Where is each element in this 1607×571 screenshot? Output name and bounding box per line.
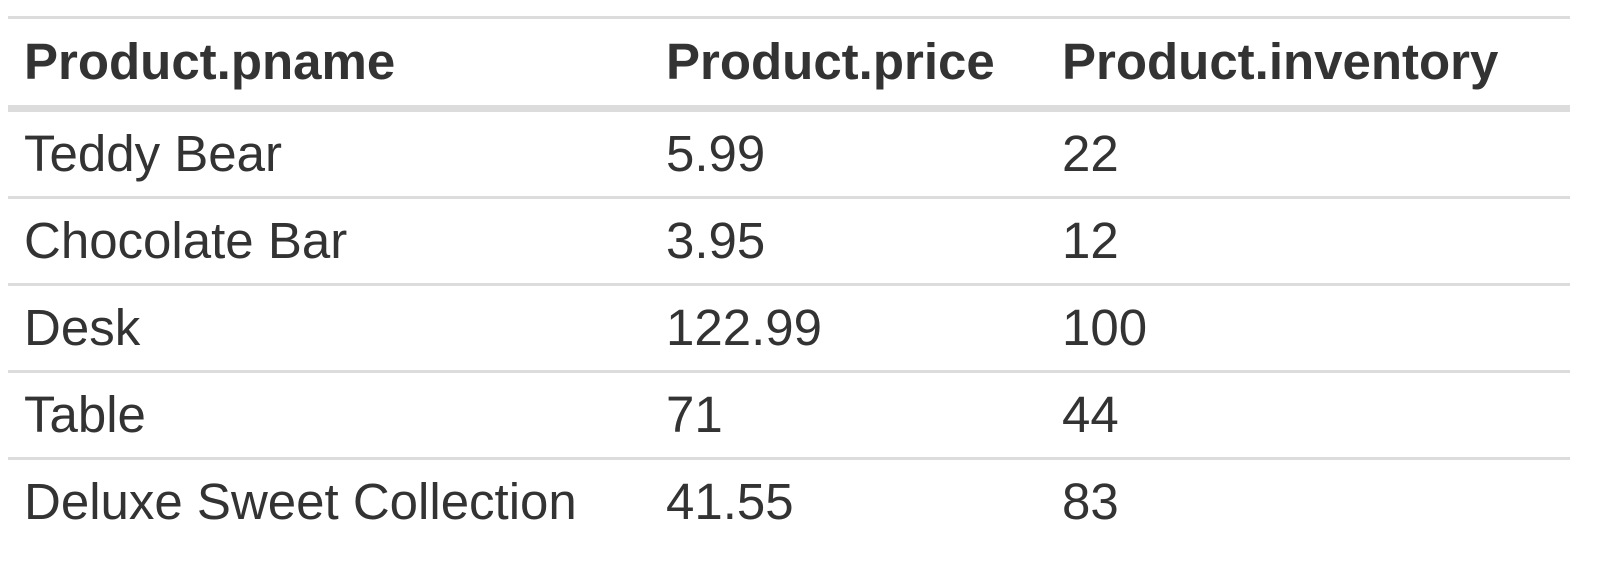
table-row: Chocolate Bar 3.95 12 — [8, 197, 1570, 286]
header-row: Product.pname Product.price Product.inve… — [8, 17, 1570, 112]
cell-inventory: 12 — [1046, 197, 1570, 286]
table-row: Deluxe Sweet Collection 41.55 83 — [8, 459, 1570, 545]
cell-price: 122.99 — [650, 284, 1046, 373]
cell-pname: Deluxe Sweet Collection — [24, 473, 577, 530]
table-body: Teddy Bear 5.99 22 Chocolate Bar 3.95 12… — [8, 108, 1570, 545]
cell-pname: Teddy Bear — [8, 108, 650, 199]
cell-pname: Table — [8, 371, 650, 460]
table-row: Desk 122.99 100 — [8, 284, 1570, 373]
cell-pname: Desk — [8, 284, 650, 373]
cell-inventory: 44 — [1046, 371, 1570, 460]
column-header-price: Product.price — [650, 17, 1046, 112]
table-header: Product.pname Product.price Product.inve… — [8, 17, 1570, 112]
cell-price: 5.99 — [650, 108, 1046, 199]
table-row: Table 71 44 — [8, 371, 1570, 460]
column-header-pname: Product.pname — [8, 17, 650, 112]
cell-inventory: 83 — [1062, 473, 1119, 530]
result-table: Product.pname Product.price Product.inve… — [8, 16, 1570, 544]
cell-price: 41.55 — [666, 473, 794, 530]
result-table-container: Product.pname Product.price Product.inve… — [8, 16, 1570, 544]
column-header-inventory: Product.inventory — [1046, 17, 1570, 112]
cell-price: 71 — [650, 371, 1046, 460]
cell-price: 3.95 — [650, 197, 1046, 286]
cell-pname: Chocolate Bar — [8, 197, 650, 286]
table-row: Teddy Bear 5.99 22 — [8, 108, 1570, 199]
cell-inventory: 22 — [1046, 108, 1570, 199]
cell-inventory: 100 — [1046, 284, 1570, 373]
